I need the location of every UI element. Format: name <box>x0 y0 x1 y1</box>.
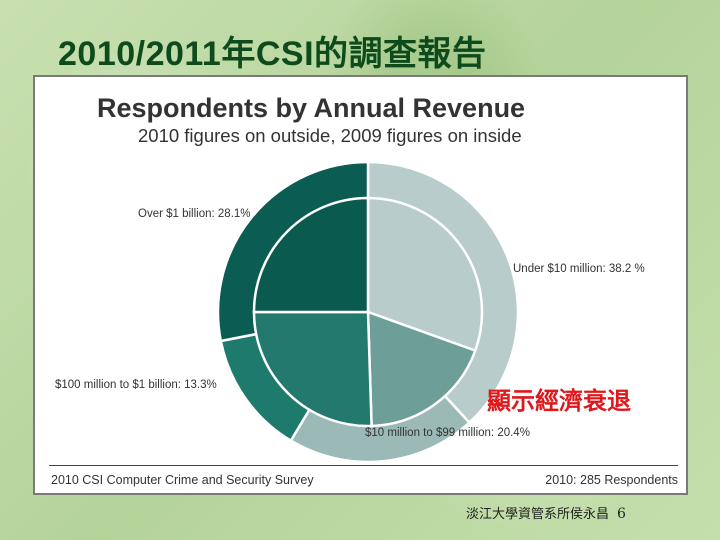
inner-slice-over-1-billion <box>252 196 370 314</box>
footer-rule <box>49 465 678 466</box>
pie-chart <box>216 160 520 464</box>
chart-source: 2010 CSI Computer Crime and Security Sur… <box>51 473 314 487</box>
chart-subtitle: 2010 figures on outside, 2009 figures on… <box>138 125 522 146</box>
label-under-10-million: Under $10 million: 38.2 % <box>513 263 645 275</box>
chart-figure: Respondents by Annual Revenue 2010 figur… <box>33 75 688 495</box>
inner-slice-10-to-99-million <box>366 310 477 428</box>
chart-title: Respondents by Annual Revenue <box>97 93 526 123</box>
label-100-million-to-1-billion: $100 million to $1 billion: 13.3% <box>55 379 217 391</box>
label-10-to-99-million: $10 million to $99 million: 20.4% <box>365 427 530 439</box>
inner-slice-100-million-to-1-billion <box>252 310 373 428</box>
inner-slice-under-10-million <box>366 196 484 353</box>
label-over-1-billion: Over $1 billion: 28.1% <box>138 208 251 220</box>
slide-footer: 淡江大學資管系所侯永昌 6 <box>466 503 626 522</box>
chart-respondents: 2010: 285 Respondents <box>545 473 678 487</box>
recession-annotation: 顯示經濟衰退 <box>487 386 631 415</box>
slide-title: 2010/2011年CSI的調查報告 <box>58 35 487 73</box>
footer-author: 淡江大學資管系所侯永昌 <box>466 507 610 522</box>
page-number: 6 <box>617 506 626 522</box>
